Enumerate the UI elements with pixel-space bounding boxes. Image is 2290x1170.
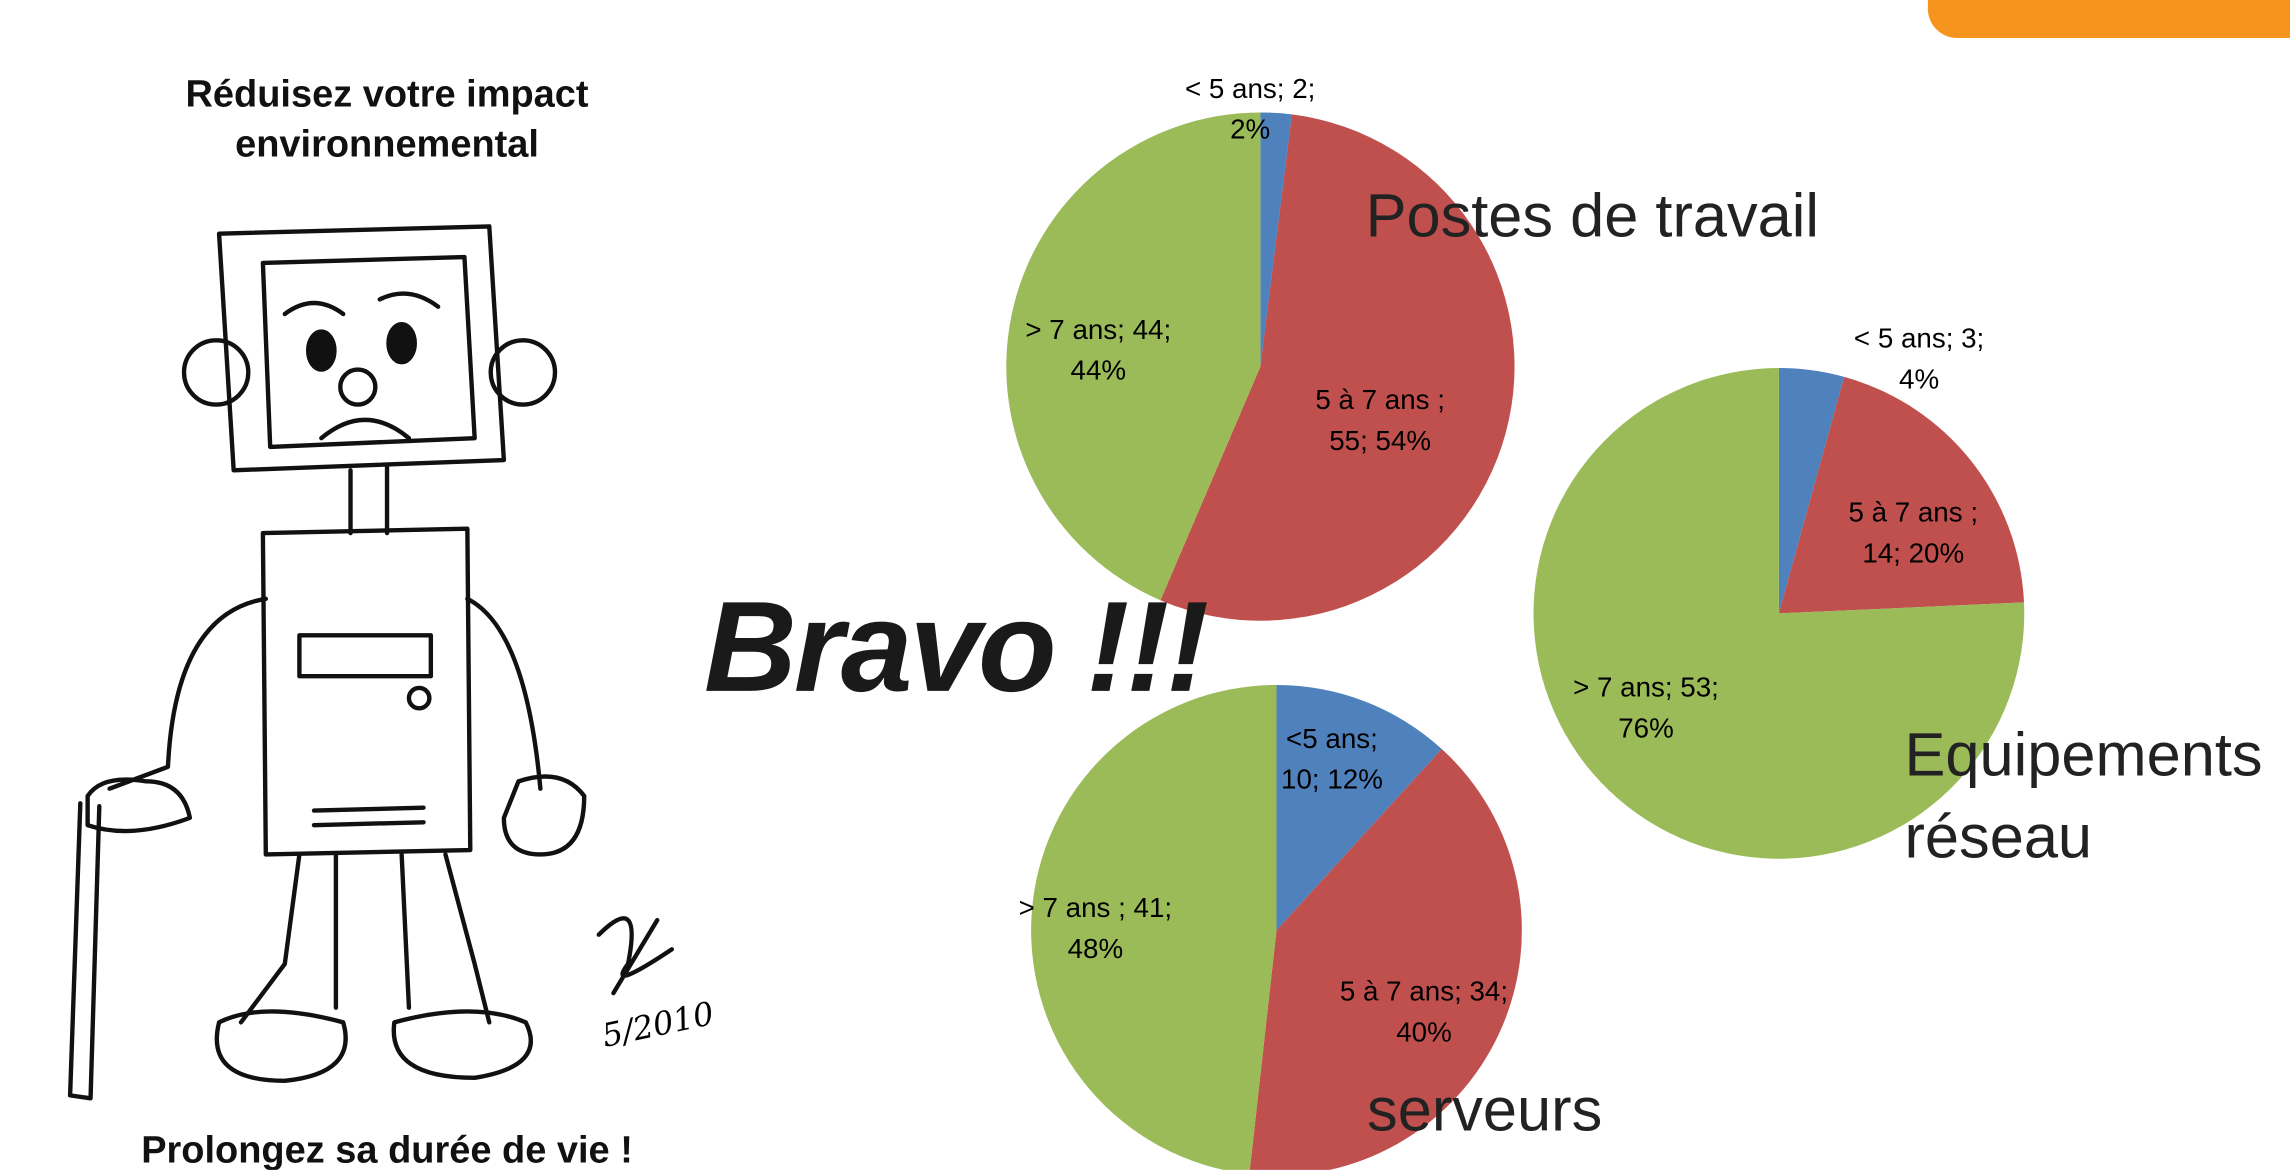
cartoon-caption: Prolongez sa durée de vie ! [58, 1128, 715, 1170]
data-label: 5 à 7 ans ; 55; 54% [1293, 381, 1468, 463]
chart-title: Equipements réseau [1904, 714, 2290, 878]
data-label: < 5 ans; 2; 2% [1166, 70, 1334, 152]
data-label: 5 à 7 ans ; 14; 20% [1826, 494, 2001, 576]
orange-tab [1928, 0, 2290, 38]
data-label: > 7 ans; 44; 44% [1011, 311, 1186, 393]
data-label: <5 ans; 10; 12% [1266, 720, 1397, 802]
slide: Réduisez votre impact environnemental Pr… [0, 0, 2290, 1170]
data-label: > 7 ans ; 41; 48% [1015, 889, 1176, 971]
cartoon [70, 226, 672, 1098]
data-label: 5 à 7 ans; 34; 40% [1336, 973, 1511, 1055]
headline: Bravo !!! [704, 573, 1206, 722]
cartoon-title: Réduisez votre impact environnemental [131, 69, 642, 168]
data-label: < 5 ans; 3; 4% [1835, 320, 2003, 402]
data-label: > 7 ans; 53; 76% [1558, 669, 1733, 751]
chart-title: serveurs [1367, 1069, 1602, 1151]
chart-title: Postes de travail [1366, 175, 1819, 257]
page: Réduisez votre impact environnemental Pr… [0, 0, 2290, 1170]
